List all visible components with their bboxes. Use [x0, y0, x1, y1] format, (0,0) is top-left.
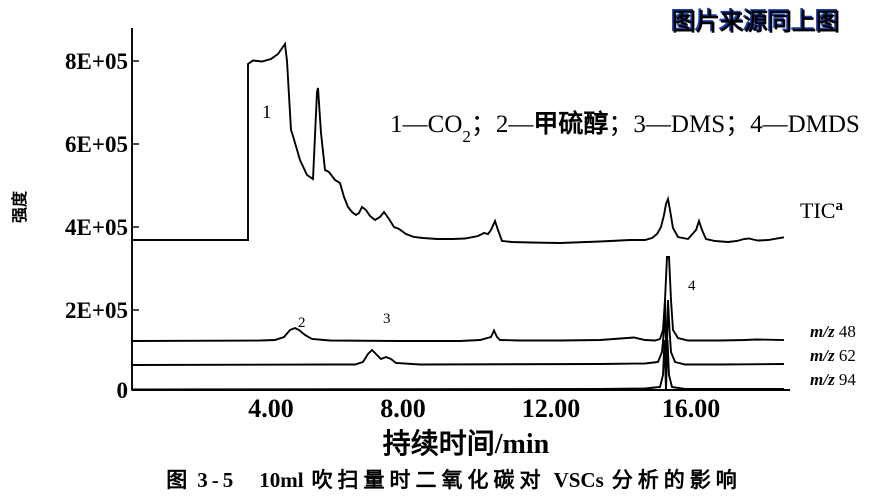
svg-text:2: 2 [298, 315, 306, 331]
svg-text:0: 0 [117, 378, 129, 403]
svg-text:m/z 48: m/z 48 [810, 322, 856, 341]
svg-text:持续时间/min: 持续时间/min [383, 428, 550, 460]
svg-text:8E+05: 8E+05 [65, 49, 128, 74]
svg-text:6E+05: 6E+05 [65, 132, 128, 157]
svg-text:4E+05: 4E+05 [65, 215, 128, 240]
svg-text:4: 4 [688, 278, 696, 294]
svg-text:1: 1 [262, 102, 272, 123]
svg-text:4.00: 4.00 [248, 394, 294, 423]
svg-text:8.00: 8.00 [380, 394, 426, 423]
svg-text:强度: 强度 [10, 190, 29, 223]
svg-text:2E+05: 2E+05 [65, 298, 128, 323]
svg-text:16.00: 16.00 [662, 394, 721, 423]
svg-text:12.00: 12.00 [522, 394, 581, 423]
svg-text:m/z 94: m/z 94 [810, 370, 856, 389]
svg-text:3: 3 [383, 311, 391, 327]
svg-text:图片来源同上图: 图片来源同上图 [672, 8, 840, 36]
svg-text:m/z 62: m/z 62 [810, 346, 856, 365]
